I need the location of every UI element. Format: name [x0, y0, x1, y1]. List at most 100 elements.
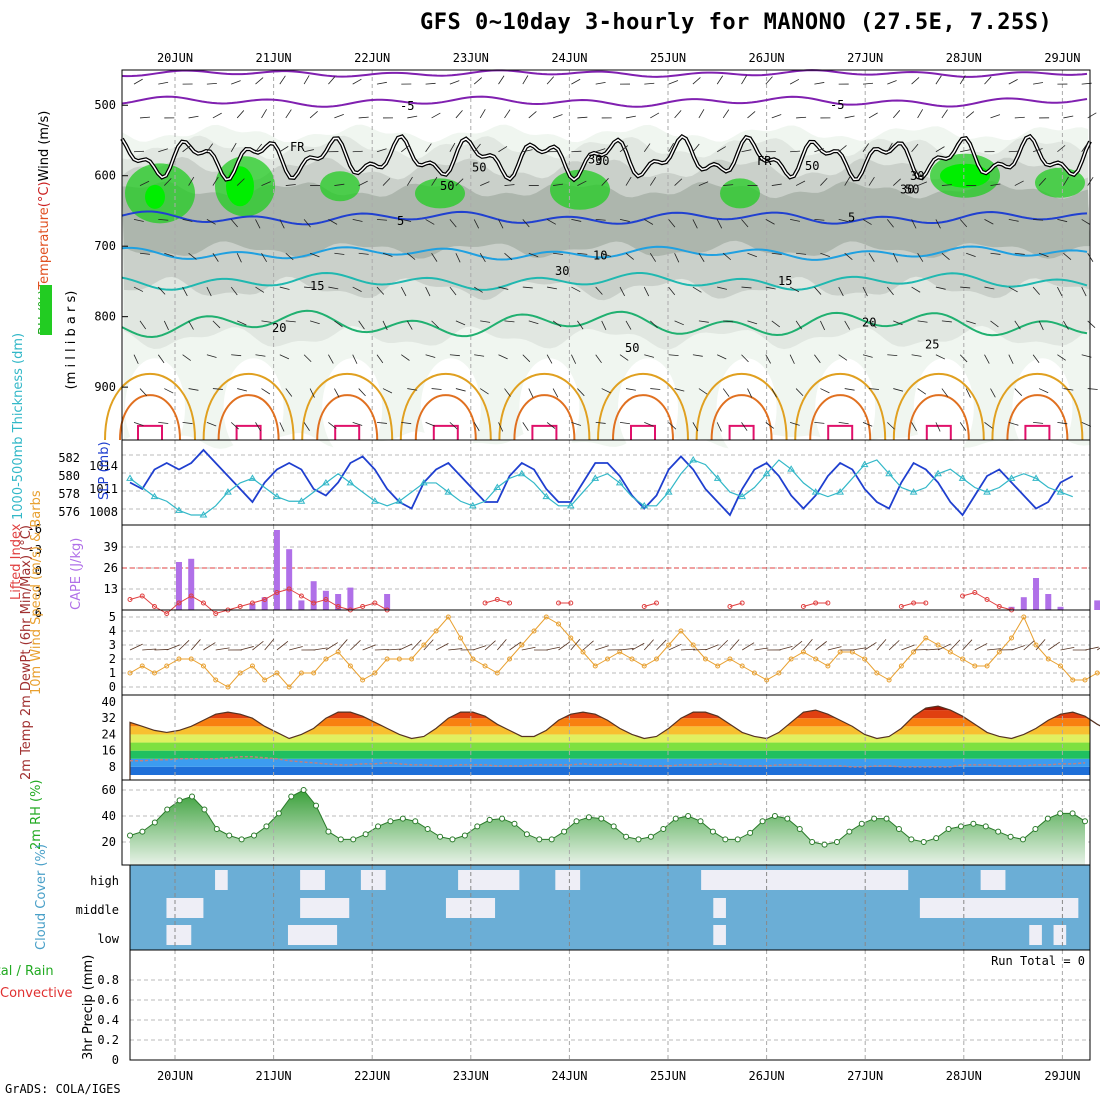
wind-barb: [498, 146, 508, 153]
wind-speed-marker: [1045, 656, 1051, 662]
wind-barb: [765, 286, 776, 290]
li-marker: [176, 600, 182, 606]
cape-bar: [1057, 606, 1064, 610]
wind-barb: [479, 388, 489, 395]
cape-bar: [188, 558, 195, 610]
isotherm-label: -5: [830, 98, 844, 112]
wind-barb: [158, 81, 169, 85]
wind-barb: [619, 286, 625, 297]
cloud-cell-middle: [1017, 898, 1030, 918]
wind-speed-marker: [653, 656, 659, 662]
wind-barb: [522, 149, 533, 153]
cloud-cell-high: [846, 870, 860, 890]
wind-barb: [473, 77, 483, 85]
cloud-cell-high: [798, 870, 812, 890]
rh-marker: [424, 826, 431, 832]
rh-contour-label: 50: [805, 159, 819, 173]
wind-barb: [303, 422, 310, 431]
isotherm-30: [809, 394, 872, 441]
wind-barb: [206, 219, 216, 225]
wind-barb: [552, 320, 562, 328]
wind-barb: [352, 286, 362, 292]
wind-barb: [577, 116, 588, 119]
isotherm-label: -5: [400, 99, 414, 113]
wind-barb: [1063, 320, 1069, 330]
wind-barb: [722, 252, 732, 261]
wind-tick: 0: [109, 680, 116, 694]
thickness-marker: [395, 497, 404, 504]
wind-barb: [401, 421, 412, 425]
rh-marker: [511, 820, 518, 827]
rh-dry-pocket: [420, 358, 481, 459]
wind-barb-10m: [423, 639, 434, 651]
slp-panel: 582 580 578 576 1014 1011 1008 1000-500mb Thick…: [11, 333, 1090, 525]
wind-barb: [303, 75, 310, 85]
wind-barb: [546, 354, 553, 364]
isotherm-10: [121, 245, 1088, 261]
cloud-cell-middle: [968, 898, 982, 918]
cloud-cell-middle: [992, 898, 1006, 918]
wind-barb: [1033, 219, 1044, 221]
isotherm-35: [925, 424, 952, 440]
rh-contour-label: 50: [472, 160, 486, 174]
cape-tick: 39: [104, 540, 118, 554]
wind-barb-10m: [1084, 646, 1099, 651]
wind-barb: [698, 109, 705, 119]
x-tick-top: 26JUN: [749, 51, 785, 65]
wind-barb: [771, 114, 782, 119]
wind-barb: [1087, 112, 1097, 119]
wind-speed-marker: [225, 684, 231, 690]
rh2m-tick: 20: [102, 835, 116, 849]
wind-barb-10m: [484, 640, 496, 651]
wind-barb: [504, 109, 511, 119]
wind-barb: [571, 354, 577, 364]
wind-barb-10m: [337, 639, 348, 651]
wind-barb: [455, 320, 466, 326]
wind-barb: [1063, 115, 1074, 119]
wind-barb: [188, 320, 194, 330]
wind-tick: 4: [109, 624, 116, 638]
wind-barb-10m: [1060, 646, 1075, 651]
wind-barb: [619, 421, 630, 425]
isotherm-label: 5: [397, 214, 404, 228]
wind-barb: [911, 77, 920, 85]
rh-marker: [647, 833, 654, 840]
cloud-cell-high: [725, 870, 739, 890]
wind-barb: [182, 145, 191, 153]
wind-barb: [236, 178, 245, 186]
wind-barb-10m: [950, 639, 961, 651]
wind-tick: 3: [109, 638, 116, 652]
cape-bar: [384, 594, 391, 610]
wind-barb-10m: [754, 647, 769, 651]
wind-barb: [255, 219, 261, 229]
wind-barb: [504, 388, 511, 397]
wind-barb: [838, 219, 849, 223]
li-marker: [200, 600, 206, 606]
cape-panel: -6 -3 0 3 6 39 26 13 Lifted Index CAPE (J/kg): [9, 522, 1100, 620]
wind-barb: [255, 422, 261, 432]
chart-title: GFS 0~10day 3-hourly for MANONO (27.5E, …: [420, 10, 1053, 35]
cloud-cell-high: [980, 870, 994, 890]
rh-marker: [387, 818, 394, 825]
wind-barb: [473, 422, 480, 432]
wind-barb: [157, 354, 165, 364]
wind-speed-marker: [972, 663, 978, 669]
wind-barb: [838, 354, 848, 361]
rh-contour-label: 50: [905, 182, 919, 196]
li-ylabel: Lifted Index: [9, 523, 24, 600]
li-line: [901, 602, 926, 607]
isotherm-30: [907, 394, 970, 441]
wind-barb: [334, 183, 345, 186]
wind-barb: [965, 388, 971, 398]
wind-barb: [941, 109, 948, 119]
cloud-cell-middle: [1065, 898, 1079, 918]
wind-barb-10m: [864, 642, 877, 651]
isotherm-30: [414, 394, 477, 441]
temp-tick: 32: [102, 711, 116, 725]
wind-barb: [449, 354, 460, 357]
wind-barb-10m: [705, 644, 719, 651]
rh-marker: [337, 836, 344, 843]
cloud-cell-high: [312, 870, 325, 890]
wind-barb: [401, 354, 410, 361]
wind-barb: [789, 78, 800, 85]
